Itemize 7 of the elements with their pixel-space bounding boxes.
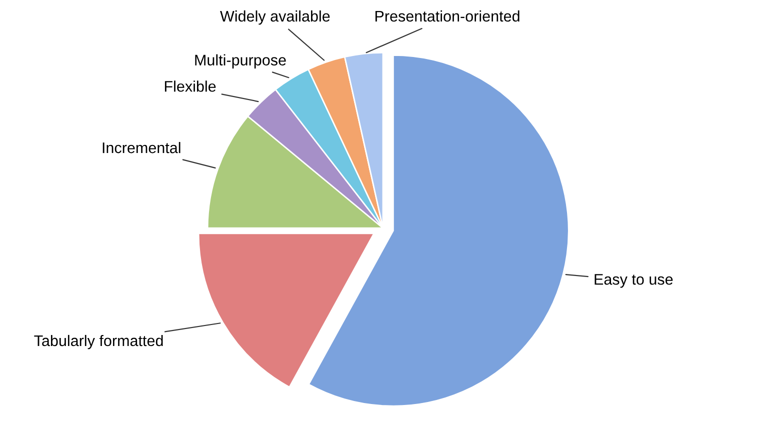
slice-label: Tabularly formatted [34,334,163,350]
slice-label: Flexible [164,80,216,92]
slice-label: Incremental [102,142,180,154]
slice-label: Easy to use [594,274,673,288]
slice-label: Presentation-oriented [375,10,520,22]
slice-label: Widely available [220,10,330,25]
slice-label: Multi-purpose [195,54,286,69]
